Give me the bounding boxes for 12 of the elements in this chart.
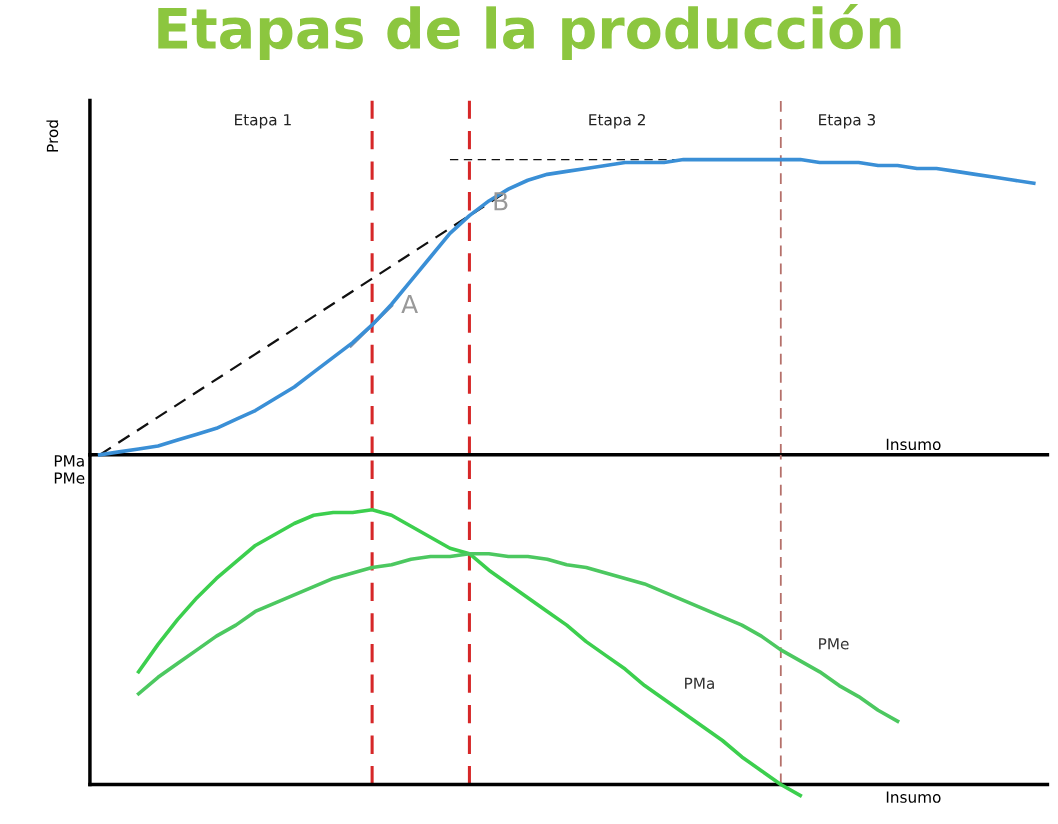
annotation: B (494, 192, 508, 211)
x-axis-title: Insumo (886, 438, 941, 451)
series-label: PMe (819, 638, 849, 650)
x-axis-title: Insumo (886, 791, 941, 803)
y-axis-title: PMa PMe (54, 455, 85, 484)
series-label: PMa (685, 677, 714, 690)
y-axis-title: Prod (46, 120, 59, 152)
annotation: A (401, 294, 419, 314)
text: Etapa 3 (819, 113, 876, 129)
text: Etapa 1 (235, 114, 291, 129)
chart-title: Etapas de la producción (158, 4, 901, 61)
text: Etapa 2 (589, 113, 645, 129)
